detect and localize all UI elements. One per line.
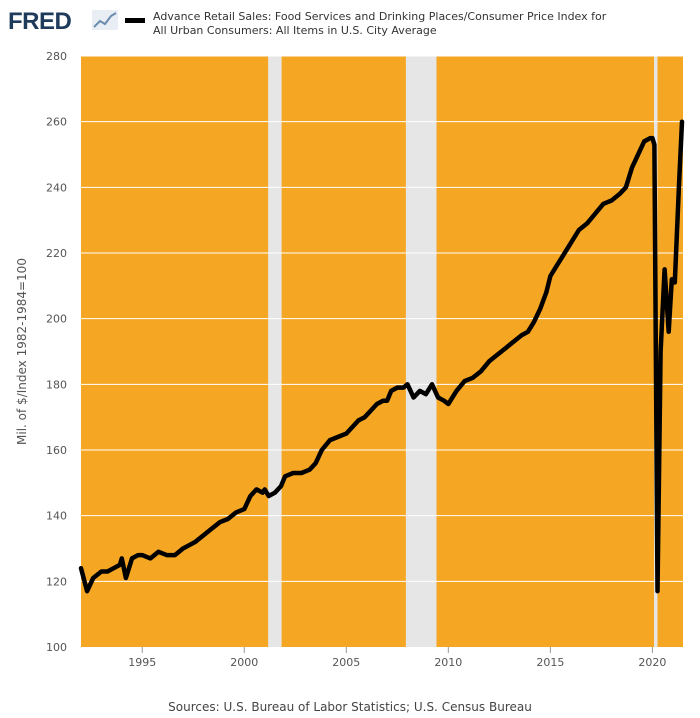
series-line bbox=[78, 119, 685, 594]
y-tick-label-220: 220 bbox=[46, 247, 67, 260]
chart-header: FRED Advance Retail Sales: Food Services… bbox=[8, 6, 698, 46]
x-tick-label-2010: 2010 bbox=[434, 656, 462, 669]
y-axis-label: Mil. of $/Index 1982-1984=100 bbox=[15, 258, 29, 445]
trend-line-icon bbox=[92, 10, 118, 30]
y-tick-label-200: 200 bbox=[46, 313, 67, 326]
fred-logo[interactable]: FRED bbox=[8, 8, 72, 35]
y-tick-label-180: 180 bbox=[46, 378, 67, 391]
legend-series-label: Advance Retail Sales: Food Services and … bbox=[153, 10, 607, 37]
y-tick-label-140: 140 bbox=[46, 510, 67, 523]
y-tick-label-240: 240 bbox=[46, 181, 67, 194]
y-tick-label-280: 280 bbox=[46, 50, 67, 63]
y-tick-label-120: 120 bbox=[46, 575, 67, 588]
y-tick-label-260: 260 bbox=[46, 116, 67, 129]
recession-band-1 bbox=[405, 56, 437, 647]
y-tick-label-160: 160 bbox=[46, 444, 67, 457]
x-tick-label-2015: 2015 bbox=[536, 656, 564, 669]
x-tick-label-2000: 2000 bbox=[230, 656, 258, 669]
x-tick-label-2020: 2020 bbox=[638, 656, 666, 669]
source-note: Sources: U.S. Bureau of Labor Statistics… bbox=[168, 700, 532, 714]
plot-area bbox=[81, 56, 683, 647]
recession-band-0 bbox=[268, 56, 282, 647]
x-tick-label-1995: 1995 bbox=[128, 656, 156, 669]
y-tick-label-100: 100 bbox=[46, 641, 67, 654]
x-tick-label-2005: 2005 bbox=[332, 656, 360, 669]
legend-swatch bbox=[125, 18, 145, 23]
